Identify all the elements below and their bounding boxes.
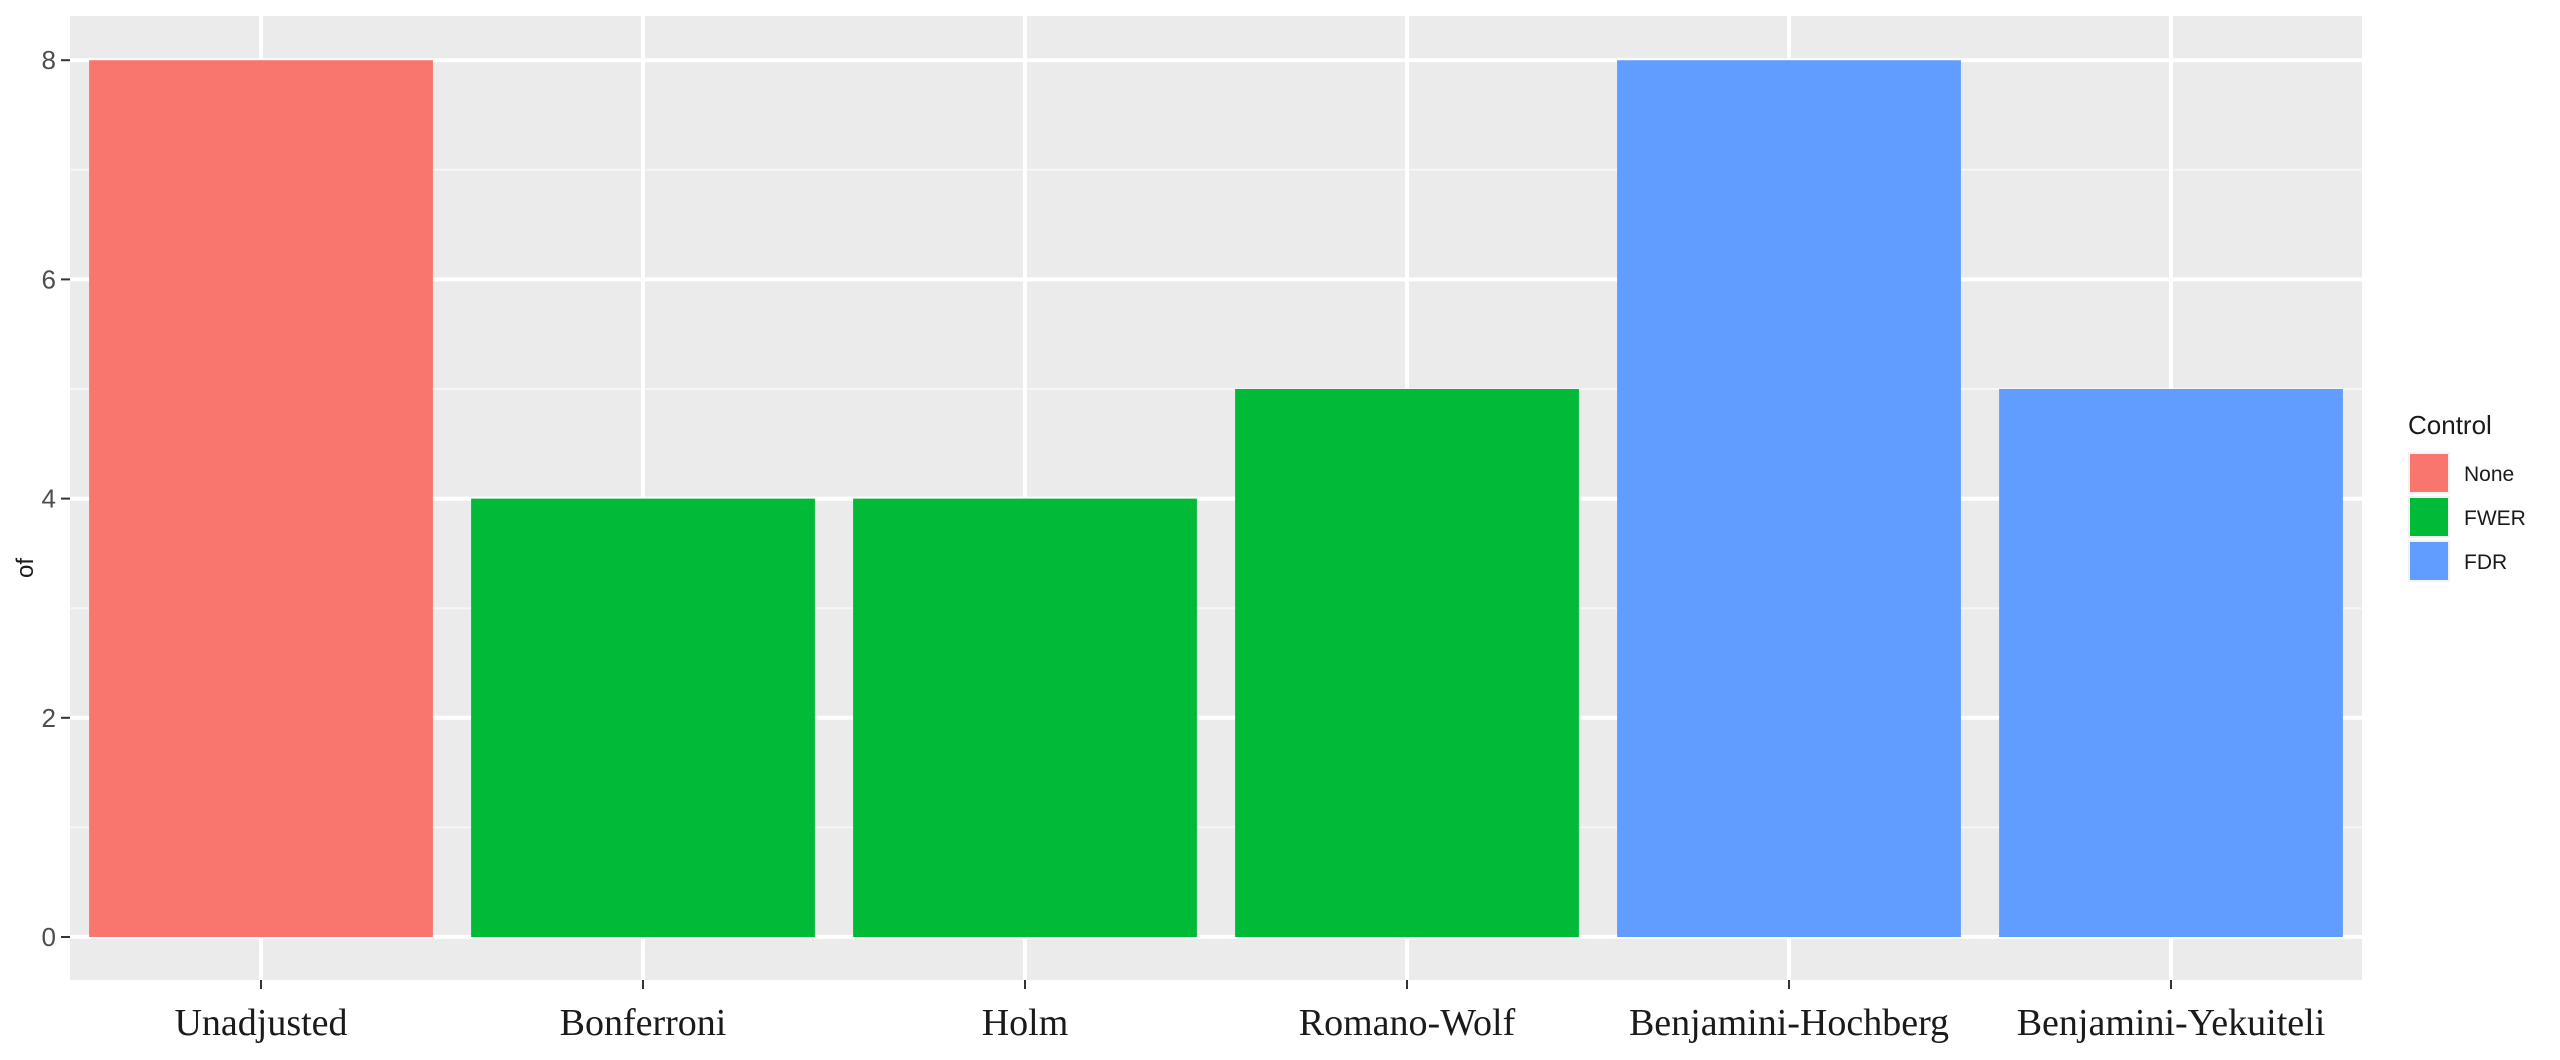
legend-label: FDR — [2464, 551, 2507, 574]
bar — [471, 498, 815, 937]
x-tick-label: Benjamini-Yekuiteli — [2017, 1002, 2326, 1044]
y-axis-ticks: 0 2 4 6 8 — [42, 45, 70, 952]
y-tick-label: 0 — [42, 922, 56, 952]
y-tick-label: 4 — [42, 484, 56, 514]
x-tick-label: Unadjusted — [174, 1002, 347, 1044]
y-tick-label: 8 — [42, 45, 56, 75]
y-tick-label: 2 — [42, 703, 56, 733]
y-axis-label: of — [12, 558, 39, 578]
bars — [89, 60, 2343, 937]
y-tick-label: 6 — [42, 264, 56, 294]
bar — [89, 60, 433, 937]
x-axis-ticks: Unadjusted Bonferroni Holm Romano-Wolf Benja… — [174, 980, 2325, 1044]
legend-swatch — [2410, 498, 2448, 536]
x-tick-label: Benjamini-Hochberg — [1629, 1002, 1949, 1044]
x-tick-label: Holm — [982, 1002, 1069, 1044]
legend-title: Control — [2408, 410, 2492, 440]
x-tick-label: Romano-Wolf — [1299, 1002, 1516, 1044]
legend-label: None — [2464, 463, 2514, 486]
bar — [1617, 60, 1961, 937]
bar — [1999, 389, 2343, 937]
bar — [1235, 389, 1579, 937]
legend-swatch — [2410, 542, 2448, 580]
bar — [853, 498, 1197, 937]
x-tick-label: Bonferroni — [560, 1002, 727, 1044]
legend: Control None FWER FDR — [2408, 410, 2526, 582]
legend-swatch — [2410, 454, 2448, 492]
legend-label: FWER — [2464, 507, 2526, 530]
grid-minor-lines — [70, 168, 2362, 829]
